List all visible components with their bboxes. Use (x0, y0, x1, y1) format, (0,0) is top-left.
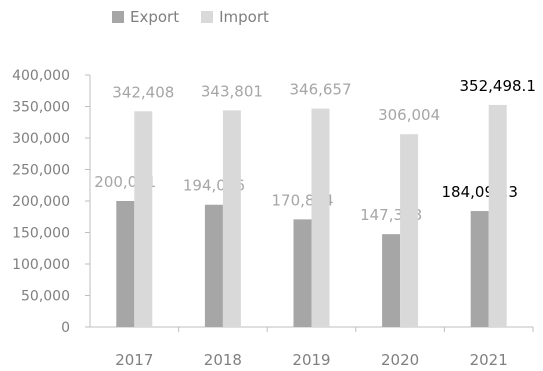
data-label-import: 346,657 (289, 81, 351, 99)
data-label-import: 352,498.1 (460, 77, 536, 95)
legend-label-import: Import (219, 8, 269, 26)
data-label-import: 342,408 (112, 83, 174, 101)
y-tick-label: 100,000 (12, 257, 70, 273)
bar-import (488, 104, 507, 327)
bar-export (470, 211, 489, 327)
legend-item-import: Import (201, 8, 269, 26)
y-tick-label: 150,000 (12, 226, 70, 242)
x-tick-label: 2017 (115, 351, 153, 369)
bar-export (116, 200, 135, 327)
data-label-import: 306,004 (378, 106, 440, 124)
x-tick-label: 2018 (204, 351, 242, 369)
legend: Export Import (112, 8, 269, 26)
y-tick-label: 200,000 (12, 194, 70, 210)
bar-export (293, 219, 312, 327)
bar-import (400, 134, 419, 327)
y-tick-label: 250,000 (12, 163, 70, 179)
y-tick-label: 0 (61, 320, 70, 336)
legend-swatch-import (201, 11, 214, 23)
y-tick-label: 350,000 (12, 100, 70, 116)
y-tick-label: 50,000 (21, 289, 70, 305)
y-tick-label: 400,000 (12, 68, 70, 84)
legend-item-export: Export (112, 8, 179, 26)
bar-import (134, 111, 153, 327)
bar-export (382, 234, 401, 327)
bar-import (311, 108, 330, 328)
x-tick-label: 2019 (292, 351, 330, 369)
data-label-import: 343,801 (201, 82, 263, 100)
y-tick-label: 300,000 (12, 131, 70, 147)
bar-import (222, 110, 241, 328)
legend-swatch-export (112, 11, 124, 23)
x-tick-label: 2020 (381, 351, 419, 369)
bar-export (204, 204, 223, 327)
legend-label-export: Export (130, 8, 180, 26)
x-tick-label: 2021 (470, 351, 508, 369)
